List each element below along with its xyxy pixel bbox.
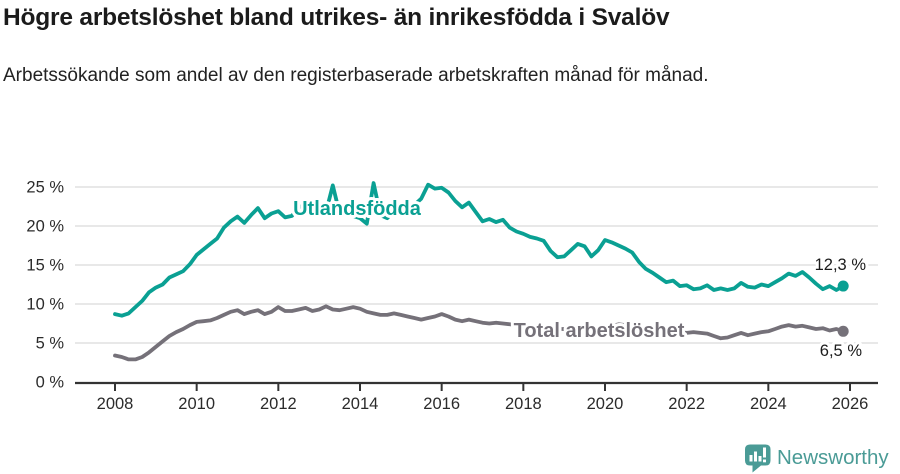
y-tick-label-15: 15 %	[26, 257, 64, 275]
page-subtitle: Arbetssökande som andel av den registerb…	[3, 65, 709, 86]
x-tick-label-2026: 2026	[832, 395, 869, 413]
x-tick-label-2020: 2020	[587, 395, 624, 413]
x-tick-label-2012: 2012	[260, 395, 297, 413]
y-tick-label-10: 10 %	[26, 296, 64, 314]
newsworthy-logo-icon	[745, 444, 771, 473]
gridlines: 0 % 5 % 10 % 15 % 20 % 25 %	[26, 179, 878, 392]
y-tick-label-5: 5 %	[36, 335, 65, 353]
x-tick-label-2014: 2014	[342, 395, 379, 413]
x-tick-label-2022: 2022	[668, 395, 705, 413]
data-series	[113, 181, 849, 362]
x-tick-label-2018: 2018	[505, 395, 542, 413]
newsworthy-brand[interactable]: Newsworthy	[745, 444, 889, 473]
line-utlandsfodda	[113, 181, 846, 318]
series-label-utlandsfodda: Utlandsfödda	[293, 198, 422, 220]
x-tick-label-2008: 2008	[97, 395, 134, 413]
y-tick-label-25: 25 %	[26, 179, 64, 197]
newsworthy-brand-text: Newsworthy	[777, 446, 889, 469]
end-dot-utlandsfodda	[837, 280, 849, 292]
x-tick-label-2024: 2024	[750, 395, 787, 413]
end-dot-total	[837, 325, 849, 337]
y-tick-label-0: 0 %	[36, 374, 65, 392]
x-axis: 2008 2010 2012 2014 2016 2018 2020 2022 2024 2026	[75, 381, 878, 413]
page-title: Högre arbetslöshet bland utrikes- än inr…	[3, 4, 670, 31]
line-total-arbetsloshet	[113, 304, 846, 362]
x-tick-label-2016: 2016	[423, 395, 460, 413]
x-tick-label-2010: 2010	[178, 395, 215, 413]
y-tick-label-20: 20 %	[26, 218, 64, 236]
end-value-label-total: 6,5 %	[820, 342, 863, 360]
end-value-label-utlandsfodda: 12,3 %	[815, 256, 867, 274]
series-label-total-arbetsloshet: Total arbetslöshet	[514, 320, 685, 342]
